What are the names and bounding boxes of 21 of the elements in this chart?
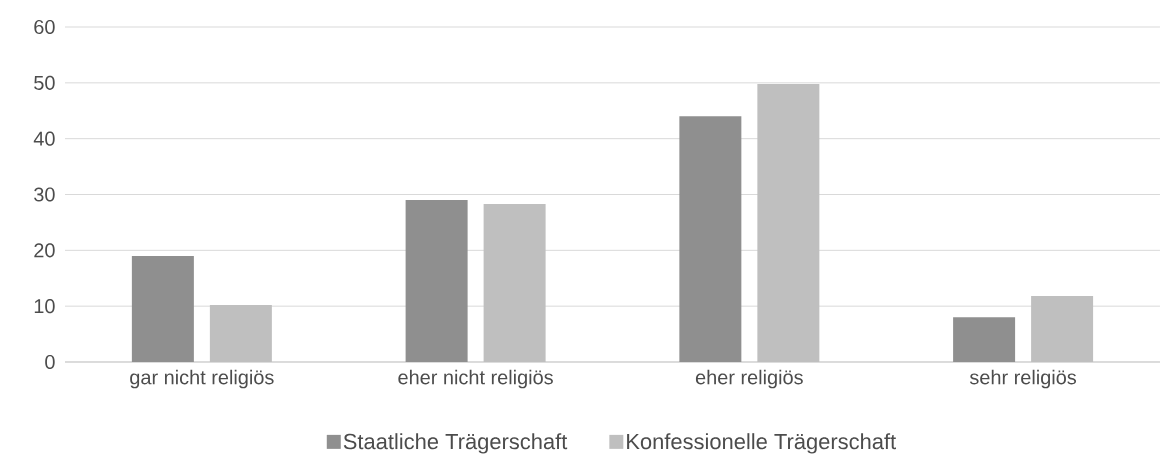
y-tick-label: 0: [45, 354, 55, 370]
bar: [679, 116, 742, 362]
bar: [405, 200, 468, 362]
bar: [209, 305, 272, 362]
x-tick-label: sehr religiös: [969, 369, 1077, 389]
legend-label: Staatliche Trägerschaft: [343, 433, 568, 454]
y-tick-label: 50: [34, 75, 55, 90]
y-tick-label: 40: [33, 131, 55, 146]
bar: [131, 255, 194, 362]
y-tick-label: 60: [34, 19, 55, 35]
bar: [1031, 296, 1094, 362]
x-tick-label: eher nicht religiös: [398, 369, 553, 389]
x-tick-label: eher religiös: [695, 369, 803, 389]
y-tick-label: 20: [34, 243, 55, 258]
y-tick-label: 10: [34, 299, 55, 314]
bar: [953, 317, 1016, 362]
bar: [757, 83, 820, 362]
bar: [483, 203, 546, 362]
y-tick-label: 30: [34, 187, 55, 202]
x-tick-label: gar nicht religiös: [130, 369, 274, 389]
legend-label: Konfessionelle Trägerschaft: [627, 433, 896, 454]
